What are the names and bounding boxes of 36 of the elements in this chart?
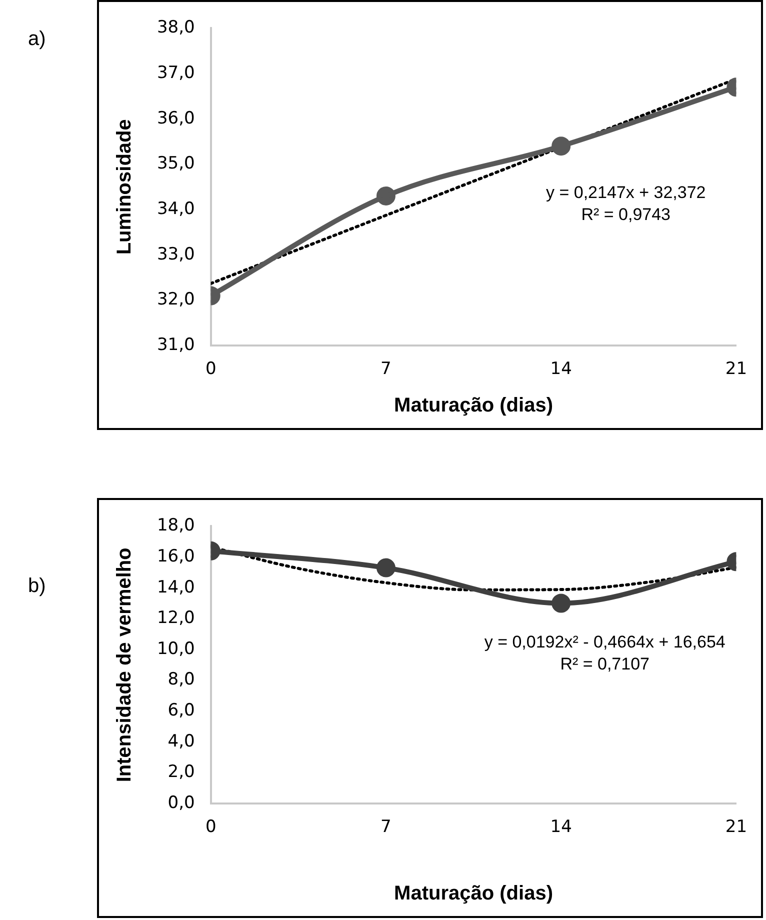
x-tick-label: 21: [725, 359, 748, 380]
y-tick-label: 0,0: [168, 793, 195, 814]
annotation: R² = 0,7107: [560, 654, 650, 674]
y-tick-label: 10,0: [156, 638, 195, 659]
y-tick-label: 6,0: [168, 700, 195, 721]
x-axis-title: Maturação (dias): [394, 394, 553, 417]
y-tick-label: 4,0: [168, 731, 195, 752]
x-tick-label: 0: [205, 817, 216, 838]
annotation: y = 0,2147x + 32,372: [546, 182, 706, 202]
text: b): [28, 575, 46, 598]
y-tick-label: 12,0: [156, 608, 195, 628]
y-tick-label: 38,0: [156, 18, 195, 38]
x-tick-label: 14: [550, 359, 572, 380]
annotation: R² = 0,9743: [581, 204, 671, 224]
y-tick-label: 32,0: [156, 290, 195, 310]
x-axis-title: Maturação (dias): [394, 882, 553, 905]
x-tick-label: 21: [725, 817, 748, 838]
x-tick-label: 14: [550, 817, 572, 838]
y-tick-label: 8,0: [168, 670, 195, 690]
y-tick-label: 35,0: [156, 154, 195, 174]
y-tick-label: 16,0: [156, 546, 195, 566]
y-tick-label: 18,0: [156, 516, 195, 536]
y-tick-label: 37,0: [156, 62, 195, 83]
x-tick-label: 7: [380, 817, 392, 838]
annotation: y = 0,0192x² - 0,4664x + 16,654: [484, 632, 726, 652]
y-axis-title: Intensidade de vermelho: [114, 548, 136, 782]
x-tick-label: 7: [380, 359, 392, 380]
y-tick-label: 33,0: [156, 244, 195, 264]
y-axis-title: Luminosidade: [114, 119, 136, 255]
y-tick-label: 34,0: [156, 198, 195, 219]
x-tick-label: 0: [205, 359, 216, 380]
y-tick-label: 31,0: [156, 335, 195, 356]
y-tick-label: 2,0: [168, 762, 195, 782]
y-tick-label: 36,0: [156, 108, 195, 128]
text: a): [28, 28, 46, 51]
y-tick-label: 14,0: [156, 577, 195, 598]
